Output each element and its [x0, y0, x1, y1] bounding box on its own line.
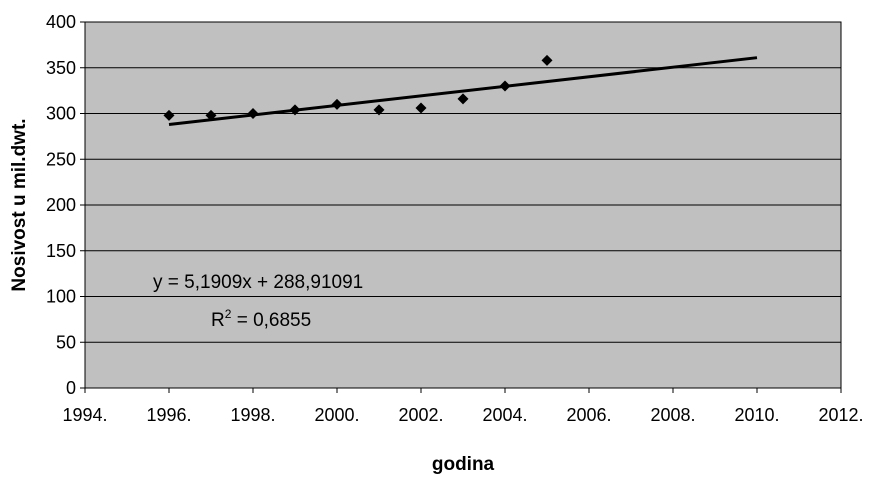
y-tick-label: 350: [46, 58, 76, 78]
y-tick-label: 200: [46, 195, 76, 215]
x-tick-label: 2012.: [818, 405, 863, 425]
data-points: [163, 54, 553, 121]
data-point: [457, 93, 469, 105]
x-tick-labels: 1994. 1996. 1998. 2000. 2002. 2004. 2006. 2008.…: [62, 405, 863, 425]
regression-equation: y = 5,1909x + 288,91091: [153, 272, 363, 293]
data-point: [289, 104, 301, 116]
x-tick-label: 1998.: [230, 405, 275, 425]
x-axis-title: godina: [432, 454, 495, 475]
trendline-group: [168, 56, 758, 126]
y-tick-label: 400: [46, 12, 76, 32]
axes: [80, 21, 842, 393]
r-squared-value: = 0,6855: [231, 310, 311, 331]
x-tick-label: 2006.: [566, 405, 611, 425]
y-tick-label: 100: [46, 287, 76, 307]
y-tick-label: 0: [66, 378, 76, 398]
y-tick-label: 300: [46, 104, 76, 124]
data-point: [331, 98, 343, 110]
data-point: [373, 104, 385, 116]
r-squared: R2 = 0,6855: [211, 307, 311, 331]
x-tick-label: 1996.: [146, 405, 191, 425]
y-tick-label: 50: [56, 332, 76, 352]
r-squared-symbol: R: [211, 310, 225, 331]
y-tick-label: 150: [46, 241, 76, 261]
data-point: [163, 109, 175, 121]
trendline: [168, 56, 758, 126]
y-tick-label: 250: [46, 149, 76, 169]
r-squared-exponent: 2: [225, 307, 232, 321]
x-tick-label: 2000.: [314, 405, 359, 425]
x-tick-label: 2004.: [482, 405, 527, 425]
data-point: [499, 80, 511, 92]
x-tick-label: 2008.: [650, 405, 695, 425]
data-point: [205, 109, 217, 121]
y-tick-labels: 0 50 100 150 200 250 300 350 400: [46, 12, 76, 398]
x-tick-label: 2010.: [734, 405, 779, 425]
y-axis-title: Nosivost u mil.dwt.: [9, 118, 30, 291]
data-point: [415, 102, 427, 114]
x-tick-label: 2002.: [398, 405, 443, 425]
data-point: [541, 54, 553, 66]
x-tick-label: 1994.: [62, 405, 107, 425]
data-point: [247, 108, 259, 119]
gridlines: [85, 67, 841, 343]
